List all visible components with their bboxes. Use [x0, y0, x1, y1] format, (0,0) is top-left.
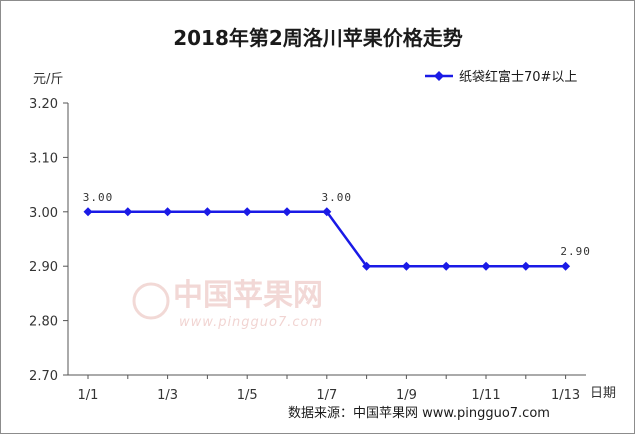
y-tick-label: 3.10: [29, 151, 58, 166]
watermark-apple-icon: [132, 282, 170, 320]
y-tick-label: 2.80: [29, 315, 58, 330]
data-label: 2.90: [560, 245, 591, 258]
data-point: [242, 207, 252, 217]
x-tick-label: 1/7: [316, 388, 337, 403]
y-tick-label: 3.20: [29, 97, 58, 112]
watermark-text: 中国苹果网: [173, 278, 323, 313]
x-tick-label: 1/5: [237, 388, 258, 403]
y-tick-label: 2.90: [29, 260, 58, 275]
legend: 纸袋红富士70#以上: [425, 69, 577, 85]
data-point: [123, 207, 133, 217]
x-tick-label: 1/9: [396, 388, 417, 403]
x-tick-label: 1/1: [78, 388, 99, 403]
data-label: 3.00: [83, 191, 114, 204]
data-point: [362, 261, 372, 271]
source-text: 数据来源：中国苹果网 www.pingguo7.com: [288, 406, 550, 421]
chart-title: 2018年第2周洛川苹果价格走势: [173, 26, 463, 50]
data-point: [282, 207, 292, 217]
data-point: [322, 207, 332, 217]
watermark-url: www.pingguo7.com: [179, 315, 323, 330]
data-point: [561, 261, 571, 271]
data-point: [481, 261, 491, 271]
x-tick-label: 1/13: [551, 388, 580, 403]
x-axis-label: 日期: [590, 386, 616, 401]
y-ticks: 3.20 3.10 3.00 2.90 2.80 2.70: [29, 97, 68, 384]
data-point: [83, 207, 93, 217]
y-tick-label: 3.00: [29, 206, 58, 221]
x-tick-label: 1/3: [157, 388, 178, 403]
data-point: [521, 261, 531, 271]
legend-label: 纸袋红富士70#以上: [459, 69, 577, 85]
x-ticks: 1/1 1/3 1/5 1/7 1/9 1/11 1/13: [78, 375, 580, 403]
data-point: [441, 261, 451, 271]
series-layer: [83, 207, 571, 271]
legend-marker: [434, 71, 444, 81]
y-tick-label: 2.70: [29, 369, 58, 384]
watermark: 中国苹果网 www.pingguo7.com: [132, 278, 323, 330]
data-point: [202, 207, 212, 217]
data-labels: 3.00 3.00 2.90: [83, 191, 591, 258]
series-line: [88, 210, 566, 268]
y-axis-label: 元/斤: [33, 72, 63, 87]
data-point: [163, 207, 173, 217]
data-label: 3.00: [322, 191, 353, 204]
data-point: [401, 261, 411, 271]
x-tick-label: 1/11: [471, 388, 500, 403]
